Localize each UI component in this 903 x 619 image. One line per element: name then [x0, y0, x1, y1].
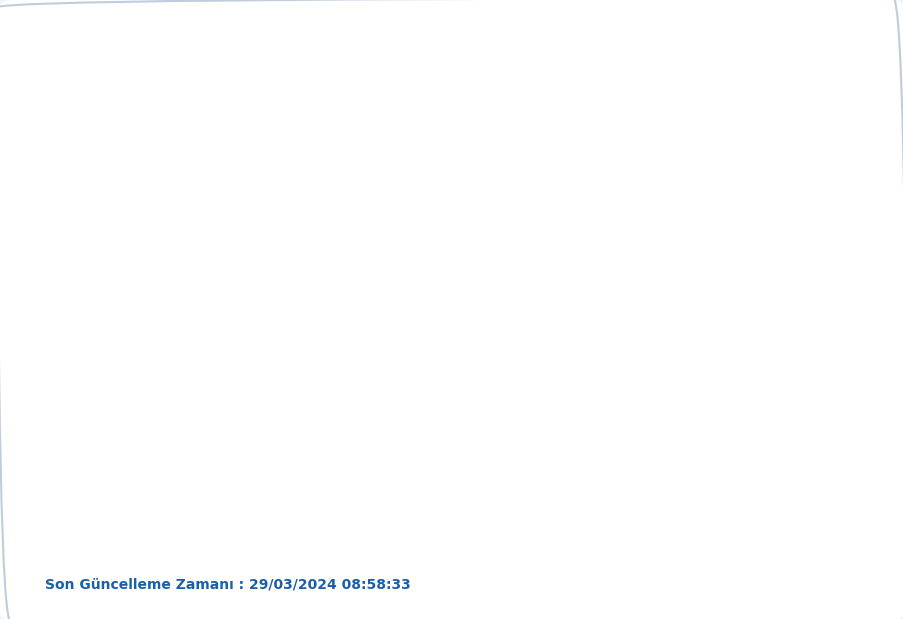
Legend: Yeşilçay, Melen, Toplam: Yeşilçay, Melen, Toplam [326, 42, 636, 69]
Bar [371, 459, 400, 535]
Bar [429, 199, 459, 535]
Bar [164, 387, 193, 535]
Bar [694, 133, 723, 535]
Text: MELEN VE YEŞİLÇAY REGÜLATÖRLERINDEN ALINAN SU MİKTARLARI (milyon m³): MELEN VE YEŞİLÇAY REGÜLATÖRLERINDEN ALIN… [95, 36, 808, 54]
Bar [503, 506, 533, 535]
Bar [636, 449, 665, 535]
Bar [400, 280, 429, 535]
Bar [562, 347, 591, 535]
Bar [238, 469, 267, 535]
Bar [297, 267, 326, 535]
Bar [768, 504, 797, 535]
Bar [106, 509, 135, 535]
Bar [135, 412, 164, 535]
Bar [797, 482, 826, 535]
Bar [267, 335, 297, 535]
Bar [826, 451, 856, 535]
Bar [533, 376, 562, 535]
Text: Son Güncelleme Zamanı : 29/03/2024 08:58:33: Son Güncelleme Zamanı : 29/03/2024 08:58… [45, 578, 411, 592]
Bar [665, 217, 694, 535]
